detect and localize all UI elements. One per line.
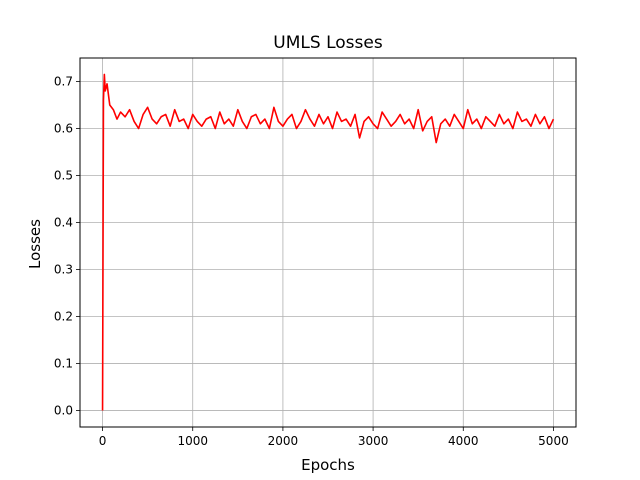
- y-tick-label: 0.3: [54, 263, 73, 277]
- y-tick-label: 0.0: [54, 404, 73, 418]
- y-tick-label: 0.2: [54, 310, 73, 324]
- x-tick-label: 5000: [538, 434, 569, 448]
- x-tick-label: 2000: [268, 434, 299, 448]
- y-tick-label: 0.6: [54, 122, 73, 136]
- x-tick-label: 4000: [448, 434, 479, 448]
- y-tick-label: 0.5: [54, 169, 73, 183]
- chart-title: UMLS Losses: [273, 33, 383, 53]
- y-tick-label: 0.1: [54, 357, 73, 371]
- plot-area: [101, 73, 555, 411]
- y-axis-label: Losses: [26, 219, 44, 269]
- y-ticks: 0.0 0.1 0.2 0.3 0.4 0.5 0.6 0.7: [54, 75, 80, 418]
- y-tick-label: 0.4: [54, 216, 73, 230]
- x-ticks: 0 1000 2000 3000 4000 5000: [99, 427, 569, 448]
- x-tick-label: 3000: [358, 434, 389, 448]
- loss-series-line: [101, 73, 555, 411]
- axes-frame: [79, 57, 577, 428]
- x-tick-label: 0: [99, 434, 107, 448]
- x-tick-label: 1000: [177, 434, 208, 448]
- y-tick-label: 0.7: [54, 75, 73, 89]
- x-axis-label: Epochs: [301, 456, 355, 474]
